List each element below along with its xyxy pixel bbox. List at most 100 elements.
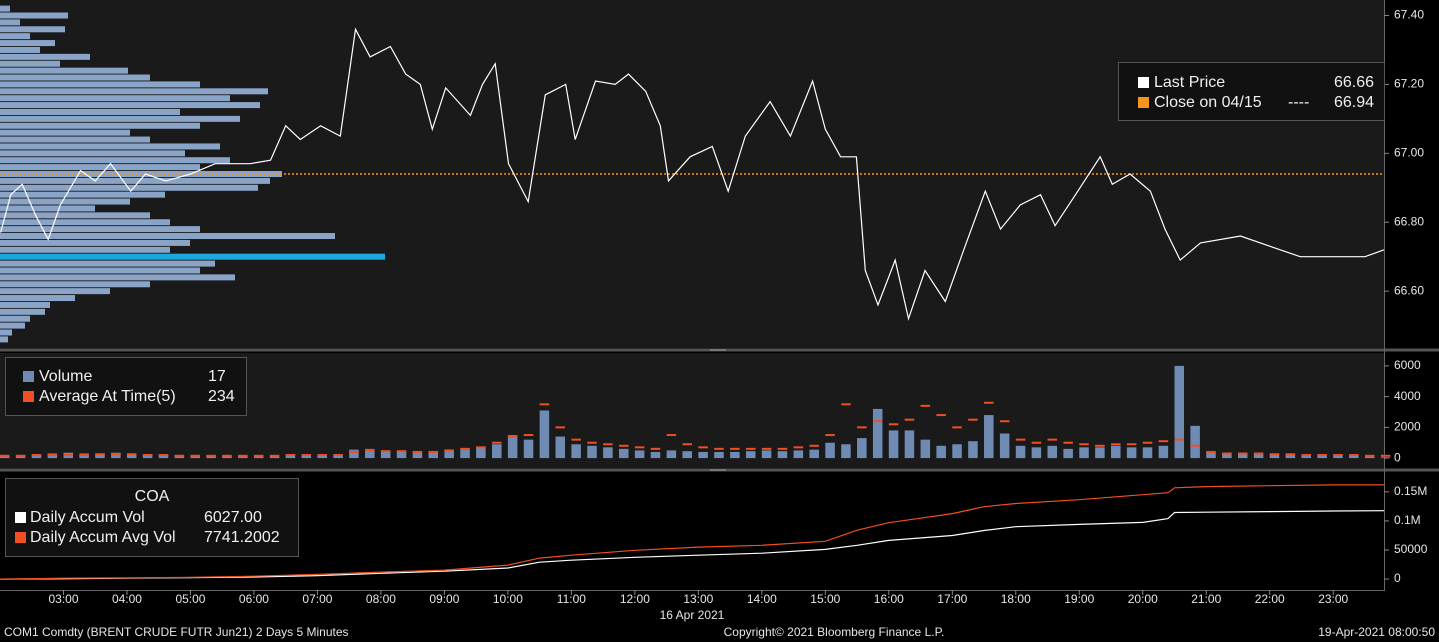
y-tick-label: 0 xyxy=(1394,571,1401,585)
legend-value: 234 xyxy=(208,388,235,405)
volume-bar xyxy=(603,447,613,459)
volume-bar xyxy=(666,450,677,459)
volume-bar xyxy=(618,448,629,459)
legend-title: COA xyxy=(135,488,170,505)
x-tick-label: 19:00 xyxy=(1064,592,1094,606)
x-tick-label: 04:00 xyxy=(112,592,142,606)
average-mark xyxy=(222,454,232,457)
volume-bar xyxy=(1364,456,1375,459)
volume-bar xyxy=(31,454,42,459)
date-label: 16 Apr 2021 xyxy=(660,608,725,622)
profile-bar xyxy=(0,108,180,115)
x-tick-label: 18:00 xyxy=(1001,592,1031,606)
y-tick-label: 67.00 xyxy=(1394,145,1424,159)
average-mark xyxy=(492,441,502,444)
volume-bar xyxy=(761,450,772,459)
x-tick-label: 22:00 xyxy=(1255,592,1285,606)
average-mark xyxy=(793,446,804,449)
average-mark xyxy=(507,435,518,438)
average-mark xyxy=(63,454,74,457)
profile-bar xyxy=(0,88,268,95)
profile-bar xyxy=(0,102,260,109)
profile-bar xyxy=(0,26,65,33)
volume-bar xyxy=(0,455,10,459)
x-tick-label: 23:00 xyxy=(1318,592,1348,606)
x-tick-label: 15:00 xyxy=(810,592,840,606)
volume-bar xyxy=(1079,447,1089,459)
profile-bar xyxy=(0,301,50,308)
volume-bar xyxy=(1285,455,1296,459)
profile-bar xyxy=(0,5,10,12)
volume-bar xyxy=(1333,455,1343,459)
volume-bar xyxy=(904,430,915,459)
average-mark xyxy=(920,404,931,407)
volume-bar xyxy=(190,455,200,459)
average-mark xyxy=(936,414,946,417)
average-mark xyxy=(15,454,26,457)
volume-bar xyxy=(1031,447,1042,459)
volume-bar xyxy=(1158,445,1169,459)
average-mark xyxy=(1063,441,1073,444)
profile-bar xyxy=(0,177,270,184)
average-mark xyxy=(1031,441,1042,444)
legend-swatch xyxy=(23,371,34,382)
volume-bar xyxy=(1174,365,1185,459)
x-tick-label: 07:00 xyxy=(302,592,332,606)
x-tick-label: 09:00 xyxy=(429,592,459,606)
average-mark xyxy=(968,418,978,421)
average-mark xyxy=(1285,453,1296,456)
legend-swatch xyxy=(15,512,26,523)
x-tick-label: 16:00 xyxy=(874,592,904,606)
y-tick-label: 6000 xyxy=(1394,358,1421,372)
y-tick-label: 4000 xyxy=(1394,389,1421,403)
profile-bar xyxy=(0,267,200,274)
average-mark xyxy=(1237,452,1248,455)
average-mark xyxy=(95,453,105,456)
volume-bar xyxy=(1190,425,1200,459)
volume-bar xyxy=(555,436,566,459)
volume-bar xyxy=(1015,445,1026,459)
y-tick-label: 66.80 xyxy=(1394,214,1424,228)
average-mark xyxy=(730,447,740,450)
average-mark xyxy=(1095,444,1105,447)
average-mark xyxy=(31,454,42,457)
volume-bar xyxy=(841,444,851,459)
profile-bar xyxy=(0,329,12,336)
average-mark xyxy=(1222,452,1232,455)
x-tick-label: 06:00 xyxy=(239,592,269,606)
volume-bar xyxy=(1301,455,1311,459)
legend-label: Volume xyxy=(39,368,92,385)
average-mark xyxy=(698,446,708,449)
average-mark xyxy=(365,449,375,452)
volume-bar xyxy=(634,450,645,459)
volume-bar xyxy=(920,439,931,459)
average-mark xyxy=(111,453,121,456)
average-mark xyxy=(571,438,581,441)
footer-right: 19-Apr-2021 08:00:50 xyxy=(1318,625,1435,639)
profile-bar xyxy=(0,322,25,329)
x-tick-label: 08:00 xyxy=(366,592,396,606)
average-mark xyxy=(888,423,899,426)
volume-bar xyxy=(1142,447,1153,459)
volume-bar xyxy=(222,455,232,459)
average-mark xyxy=(745,447,756,450)
profile-bar xyxy=(0,122,200,129)
series-line xyxy=(0,510,1385,580)
profile-bar xyxy=(0,53,90,60)
average-mark xyxy=(1174,438,1185,441)
average-mark xyxy=(1158,440,1169,443)
average-mark xyxy=(126,453,137,456)
x-tick-label: 17:00 xyxy=(937,592,967,606)
legend-label: Daily Accum Avg Vol xyxy=(30,529,176,546)
average-mark xyxy=(1349,454,1359,457)
volume-bar xyxy=(1206,451,1216,459)
profile-bar xyxy=(0,150,185,157)
volume-bar xyxy=(888,430,899,459)
average-mark xyxy=(190,454,200,457)
profile-bar xyxy=(0,95,230,102)
volume-bar xyxy=(428,451,439,459)
legend-value: 7741.2002 xyxy=(204,529,280,546)
profile-bar xyxy=(0,198,130,205)
x-tick-label: 11:00 xyxy=(557,592,586,606)
